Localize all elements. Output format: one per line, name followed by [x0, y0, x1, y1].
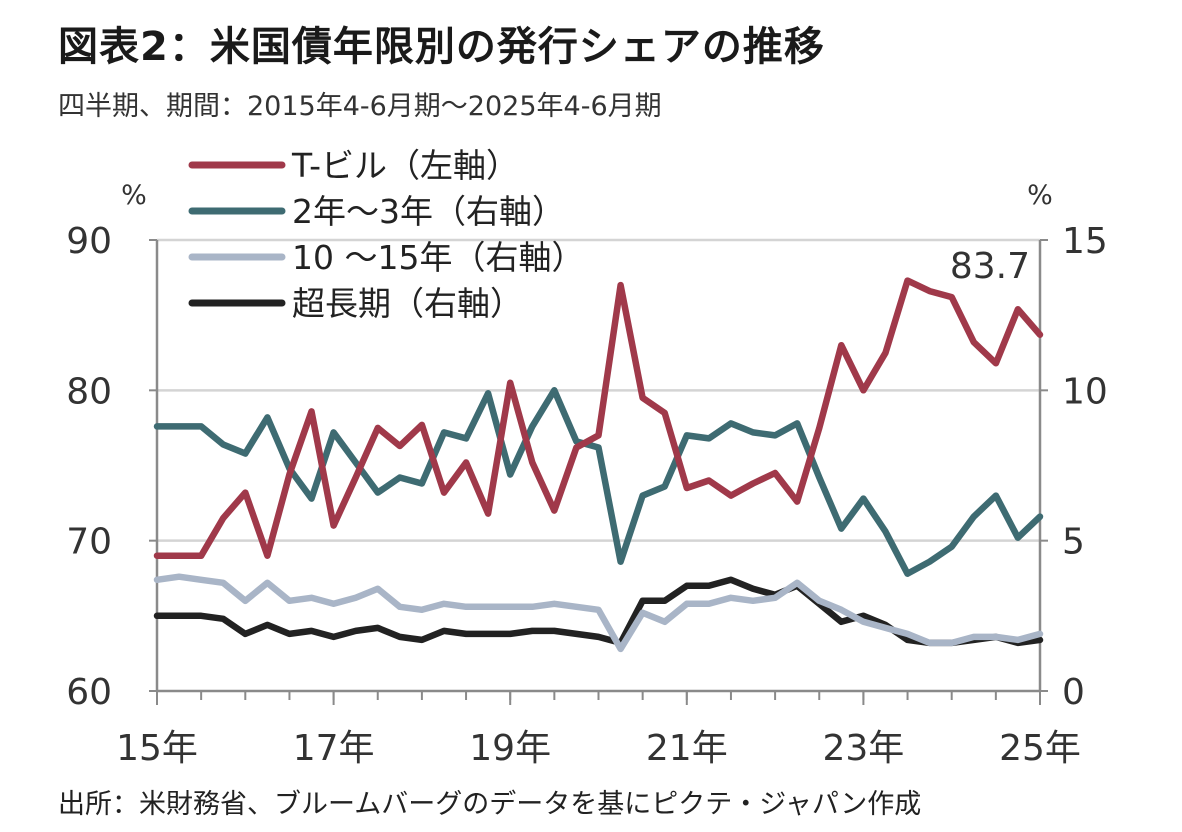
last-value-annotation: 83.7: [950, 246, 1030, 287]
x-tick-label: 19年: [469, 728, 551, 769]
left-axis-unit: %: [121, 180, 147, 211]
left-tick-label: 80: [66, 371, 112, 412]
legend-label: 10 ～15年（右軸）: [292, 238, 584, 277]
series-lines: [153, 277, 1044, 653]
legend-label: T-ビル（左軸）: [291, 146, 519, 185]
x-tick-label: 25年: [999, 728, 1081, 769]
legend: T-ビル（左軸） 2年～3年（右軸） 10 ～15年（右軸） 超長期（右軸）: [188, 146, 584, 323]
series-line-2: [153, 573, 1044, 653]
x-tick-label: 15年: [116, 728, 198, 769]
right-axis-unit: %: [1027, 180, 1053, 211]
right-tick-label: 0: [1062, 672, 1085, 713]
source-note: 出所：米財務省、ブルームバーグのデータを基にピクテ・ジャパン作成: [58, 789, 922, 820]
x-tick-label: 23年: [822, 728, 904, 769]
x-tick-label: 21年: [646, 728, 728, 769]
series-line-0: [153, 277, 1044, 559]
right-tick-label: 10: [1062, 371, 1108, 412]
left-tick-label: 70: [66, 522, 112, 563]
axis-ticks: 60 70 80 90 0 5 10 15 15年 17年 19年 21年 23年 25年: [66, 221, 1108, 769]
x-tick-label: 17年: [293, 728, 375, 769]
chart-subtitle: 四半期、期間：2015年4-6月期～2025年4-6月期: [58, 91, 662, 122]
left-tick-label: 60: [66, 672, 112, 713]
chart-title: 図表2：米国債年限別の発行シェアの推移: [58, 24, 825, 70]
legend-label: 2年～3年（右軸）: [292, 192, 565, 231]
legend-label: 超長期（右軸）: [292, 284, 523, 323]
right-tick-label: 5: [1062, 522, 1085, 563]
left-tick-label: 90: [66, 221, 112, 262]
series-line-1: [153, 387, 1044, 577]
right-tick-label: 15: [1062, 221, 1108, 262]
